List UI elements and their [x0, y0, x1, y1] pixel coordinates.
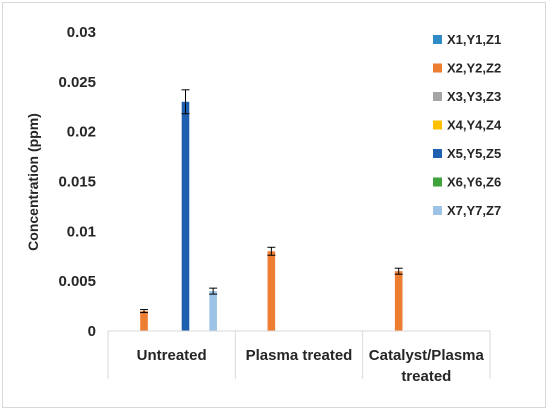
legend-label: X6,Y6,Z6	[447, 175, 501, 190]
legend-label: X1,Y1,Z1	[447, 32, 501, 47]
legend-label: X4,Y4,Z4	[447, 118, 502, 133]
legend: X1,Y1,Z1 X2,Y2,Z2 X3,Y3,Z3 X4,Y4,Z4 X5,Y5,Z5…	[433, 32, 502, 218]
bar	[181, 101, 190, 332]
x-axis: Untreated Plasma treated Catalyst/Plasma tr…	[107, 330, 491, 385]
legend-swatch	[433, 35, 442, 44]
y-tick-label: 0.01	[67, 223, 96, 240]
legend-swatch	[433, 92, 442, 101]
legend-swatch	[433, 149, 442, 158]
y-tick-label: 0.03	[67, 24, 96, 41]
category-label: Untreated	[137, 347, 207, 364]
legend-label: X3,Y3,Z3	[447, 89, 501, 104]
category-label: Plasma treated	[246, 347, 353, 364]
legend-swatch	[433, 177, 442, 187]
bar	[394, 271, 403, 331]
y-tick-label: 0.02	[67, 124, 96, 141]
y-tick-label: 0.005	[58, 273, 96, 290]
category-label: Catalyst/Plasma	[369, 347, 485, 364]
legend-swatch	[433, 63, 442, 73]
y-axis: 0 0.005 0.01 0.015 0.02 0.025 0.03	[58, 24, 96, 340]
chart-frame	[2, 2, 546, 408]
legend-label: X5,Y5,Z5	[447, 146, 501, 161]
legend-label: X7,Y7,Z7	[447, 203, 501, 218]
bar	[267, 251, 276, 331]
legend-label: X2,Y2,Z2	[447, 61, 501, 76]
y-tick-label: 0.025	[58, 74, 96, 91]
legend-swatch	[433, 206, 442, 215]
y-tick-label: 0.015	[58, 174, 96, 191]
legend-swatch	[433, 120, 442, 130]
bar	[209, 291, 217, 331]
y-tick-label: 0	[88, 323, 96, 340]
bar	[140, 311, 148, 331]
category-label: treated	[401, 368, 451, 385]
bars	[140, 89, 403, 332]
y-axis-title: Concentration (ppm)	[25, 113, 41, 251]
